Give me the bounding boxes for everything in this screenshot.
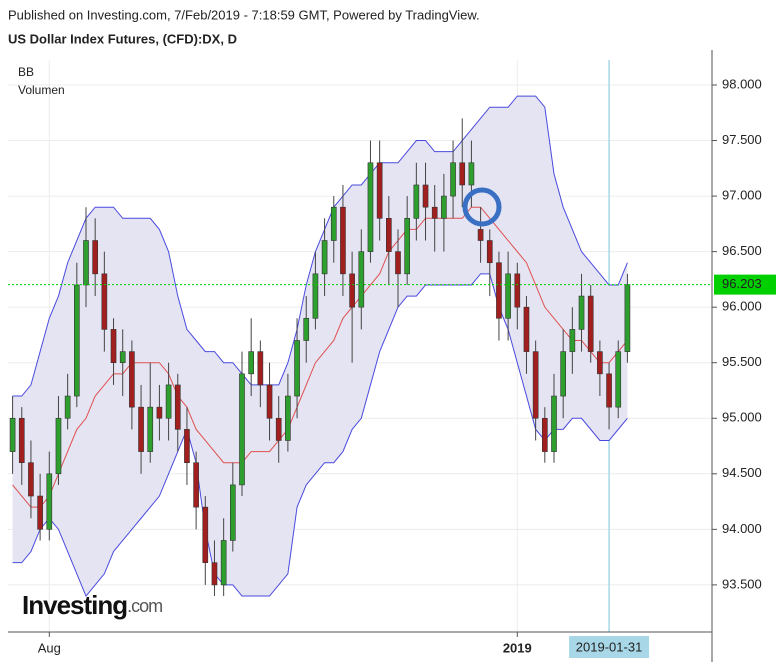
candle-body <box>358 251 365 308</box>
candle-body <box>385 218 392 252</box>
last-price-label: 96.203 <box>722 276 762 291</box>
candle-body <box>294 340 300 397</box>
candle-body <box>551 395 557 452</box>
candle-body <box>202 506 209 563</box>
candle-body <box>18 417 25 463</box>
candle-body <box>101 273 108 330</box>
candle-body <box>486 240 493 264</box>
y-tick-label: 96.500 <box>722 243 762 258</box>
candle-body <box>367 162 374 252</box>
candle-body <box>615 351 622 408</box>
candle-body <box>64 395 71 419</box>
candle-body <box>266 384 273 419</box>
candle-body <box>597 351 603 375</box>
candle-body <box>441 195 447 219</box>
y-tick-label: 97.500 <box>722 132 762 147</box>
candle-body <box>340 206 346 275</box>
x-tick-label: Aug <box>38 640 61 655</box>
indicator-label: BB <box>18 65 34 79</box>
candle-body <box>523 306 530 352</box>
candle-body <box>560 351 567 397</box>
candle-body <box>248 351 254 375</box>
x-tick-label: 2019 <box>503 640 532 655</box>
candle-body <box>514 273 521 308</box>
candle-body <box>74 284 80 397</box>
candle-body <box>184 429 190 463</box>
candle-body <box>468 162 475 186</box>
candle-body <box>395 251 401 275</box>
candle-body <box>46 473 53 530</box>
candle-body <box>431 206 438 219</box>
candle-body <box>83 240 89 286</box>
last-price-box <box>714 274 776 295</box>
candle-body <box>92 240 98 275</box>
annotation-circle <box>462 187 502 227</box>
logo-suffix: .com <box>127 596 162 616</box>
candle-body <box>303 317 310 341</box>
logo-name: Investing <box>22 590 127 620</box>
candle-body <box>129 351 135 408</box>
y-tick-label: 96.000 <box>722 299 762 314</box>
candle-body <box>55 417 62 475</box>
candle-body <box>275 417 282 441</box>
candle-body <box>459 162 466 186</box>
candle-body <box>349 273 355 308</box>
candle-body <box>606 373 612 408</box>
candle-body <box>110 329 117 364</box>
chart-title: US Dollar Index Futures, (CFD):DX, D <box>8 31 237 46</box>
candle-body <box>257 351 264 386</box>
candle-body <box>496 262 502 319</box>
bb-middle <box>12 206 628 508</box>
candle-body <box>330 206 337 241</box>
crosshair-label-box <box>569 636 650 658</box>
indicator-label: Volumen <box>18 83 65 97</box>
candle-body <box>624 284 631 352</box>
candle-body <box>193 462 199 508</box>
candle-body <box>119 351 126 364</box>
y-tick-label: 93.500 <box>722 576 762 591</box>
candle-body <box>165 384 172 419</box>
candle-body <box>312 273 319 319</box>
y-tick-label: 94.500 <box>722 465 762 480</box>
candle-body <box>477 229 484 241</box>
logo: Investing.com <box>22 590 162 620</box>
candle-body <box>569 329 576 352</box>
candle-body <box>220 540 227 586</box>
candle-body <box>211 562 218 586</box>
candle-body <box>404 218 411 275</box>
candle-body <box>147 406 154 452</box>
y-tick-label: 95.000 <box>722 410 762 425</box>
candle-body <box>450 162 456 197</box>
y-tick-label: 94.000 <box>722 521 762 536</box>
candle-body <box>541 417 548 452</box>
candle-body <box>239 373 245 486</box>
y-tick-label: 97.000 <box>722 188 762 203</box>
candle-body <box>9 417 16 452</box>
candle-body <box>376 162 383 219</box>
candle-body <box>505 273 511 319</box>
candle-body <box>230 484 236 541</box>
candle-body <box>37 495 43 530</box>
candle-body <box>532 351 539 419</box>
candle-body <box>138 406 144 452</box>
candle-body <box>422 184 429 208</box>
candle-body <box>413 184 420 219</box>
candle-body <box>28 462 34 497</box>
published-line: Published on Investing.com, 7/Feb/2019 -… <box>8 7 480 22</box>
bb-lower <box>12 273 628 597</box>
candle-body <box>174 384 181 430</box>
candle-body <box>156 406 163 419</box>
y-tick-label: 98.000 <box>722 76 762 91</box>
bb-upper <box>12 95 628 397</box>
candle-body <box>321 240 328 275</box>
x-tick-label: 2019-01-31 <box>576 639 643 654</box>
candle-body <box>578 295 585 330</box>
y-tick-label: 95.500 <box>722 354 762 369</box>
candle-body <box>587 295 594 352</box>
candle-body <box>285 395 291 441</box>
